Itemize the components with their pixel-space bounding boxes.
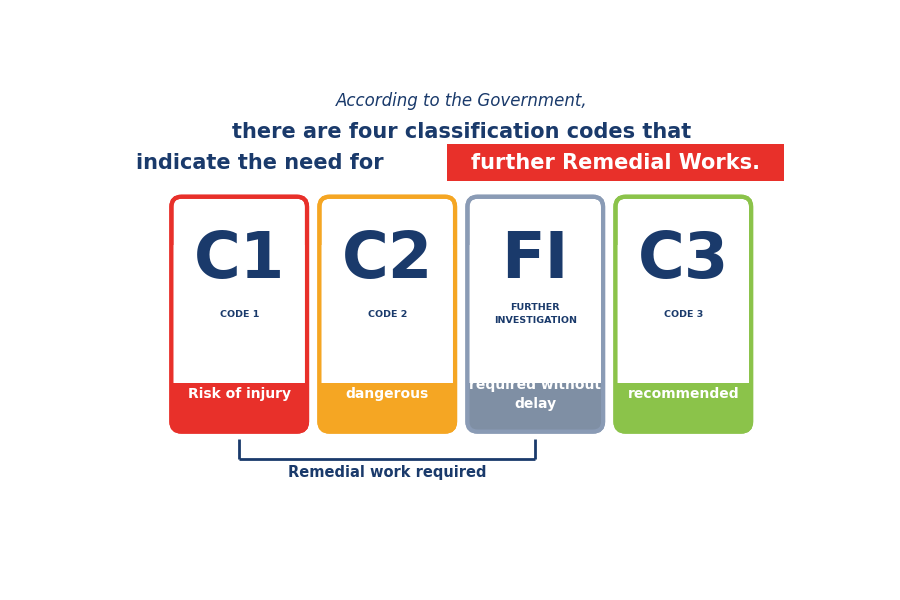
FancyBboxPatch shape <box>467 334 603 431</box>
FancyBboxPatch shape <box>616 334 752 431</box>
Text: CODE 1: CODE 1 <box>220 310 259 319</box>
Text: further Remedial Works.: further Remedial Works. <box>472 153 760 173</box>
Bar <box>467 334 603 383</box>
Bar <box>616 245 750 383</box>
FancyBboxPatch shape <box>320 197 455 431</box>
Text: CODE 3: CODE 3 <box>663 310 703 319</box>
Text: Further checks
required without
delay: Further checks required without delay <box>469 359 601 411</box>
Bar <box>469 245 602 383</box>
Bar <box>171 334 307 383</box>
Bar <box>173 245 306 383</box>
FancyBboxPatch shape <box>171 197 307 431</box>
FancyBboxPatch shape <box>616 197 752 431</box>
FancyBboxPatch shape <box>320 334 455 431</box>
Text: C1: C1 <box>194 229 284 291</box>
Text: Improvement
recommended: Improvement recommended <box>627 368 739 401</box>
Text: there are four classification codes that: there are four classification codes that <box>231 122 691 142</box>
Text: Potentially
dangerous: Potentially dangerous <box>345 368 429 401</box>
Text: indicate the need for: indicate the need for <box>136 153 391 173</box>
Bar <box>320 334 455 383</box>
Text: C2: C2 <box>342 229 433 291</box>
Text: CODE 2: CODE 2 <box>367 310 407 319</box>
FancyBboxPatch shape <box>171 334 307 431</box>
Text: According to the Government,: According to the Government, <box>336 92 587 110</box>
Text: Remedial work required: Remedial work required <box>288 464 487 480</box>
Bar <box>320 245 454 383</box>
Bar <box>616 334 752 383</box>
FancyBboxPatch shape <box>447 145 785 181</box>
Text: FURTHER
INVESTIGATION: FURTHER INVESTIGATION <box>494 304 577 325</box>
Text: Danger present
Risk of injury: Danger present Risk of injury <box>178 368 301 401</box>
FancyBboxPatch shape <box>467 197 603 431</box>
Text: FI: FI <box>501 229 569 291</box>
Text: C3: C3 <box>637 229 729 291</box>
